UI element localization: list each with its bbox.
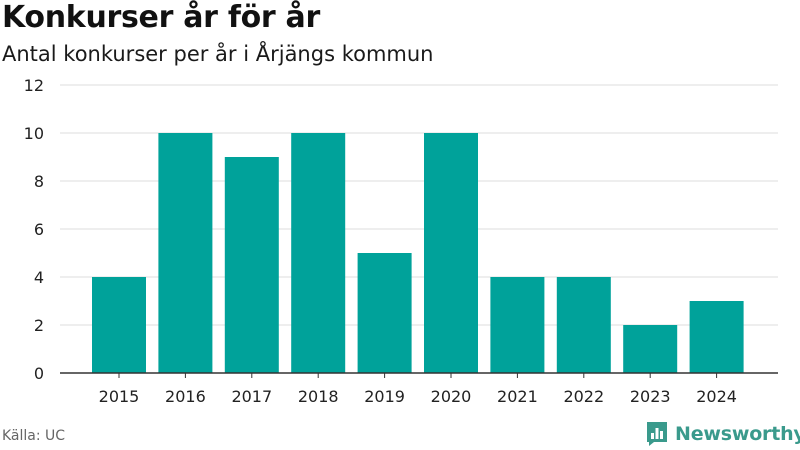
x-tick-label: 2024 <box>696 387 737 406</box>
bar <box>224 157 279 373</box>
y-tick-label: 12 <box>24 76 44 95</box>
brand-logo: Newsworthy <box>645 420 800 448</box>
x-tick-label: 2022 <box>563 387 604 406</box>
bar <box>357 253 412 373</box>
x-axis <box>60 372 778 378</box>
chart-title: Konkurser år för år <box>2 0 320 35</box>
x-tick-label: 2016 <box>165 387 206 406</box>
x-tick-label: 2020 <box>431 387 472 406</box>
x-tick-label: 2021 <box>497 387 538 406</box>
x-tick-label: 2018 <box>298 387 339 406</box>
x-tick-label: 2019 <box>364 387 405 406</box>
bar <box>291 133 346 373</box>
chart-subtitle: Antal konkurser per år i Årjängs kommun <box>2 42 434 66</box>
x-tick-label: 2015 <box>99 387 140 406</box>
bar <box>158 133 213 373</box>
y-tick-label: 4 <box>34 268 44 287</box>
y-axis-tick-labels: 0 2 4 6 8 10 12 <box>24 76 44 383</box>
bar <box>689 301 744 373</box>
bar <box>490 277 545 373</box>
x-tick-label: 2023 <box>630 387 671 406</box>
bar <box>424 133 478 373</box>
bars <box>92 133 744 373</box>
y-tick-label: 10 <box>24 124 44 143</box>
y-tick-label: 0 <box>34 364 44 383</box>
bar <box>92 277 146 373</box>
y-tick-label: 8 <box>34 172 44 191</box>
source-note: Källa: UC <box>2 428 66 444</box>
y-tick-label: 2 <box>34 316 44 335</box>
x-axis-tick-labels: 2015 2016 2017 2018 2019 2020 2021 2022 2023 2024 <box>99 387 737 406</box>
bar <box>556 277 611 373</box>
y-tick-label: 6 <box>34 220 44 239</box>
bar <box>623 325 678 373</box>
newsworthy-logo-icon <box>647 422 667 446</box>
x-tick-label: 2017 <box>231 387 272 406</box>
brand-name: Newsworthy <box>675 423 800 445</box>
